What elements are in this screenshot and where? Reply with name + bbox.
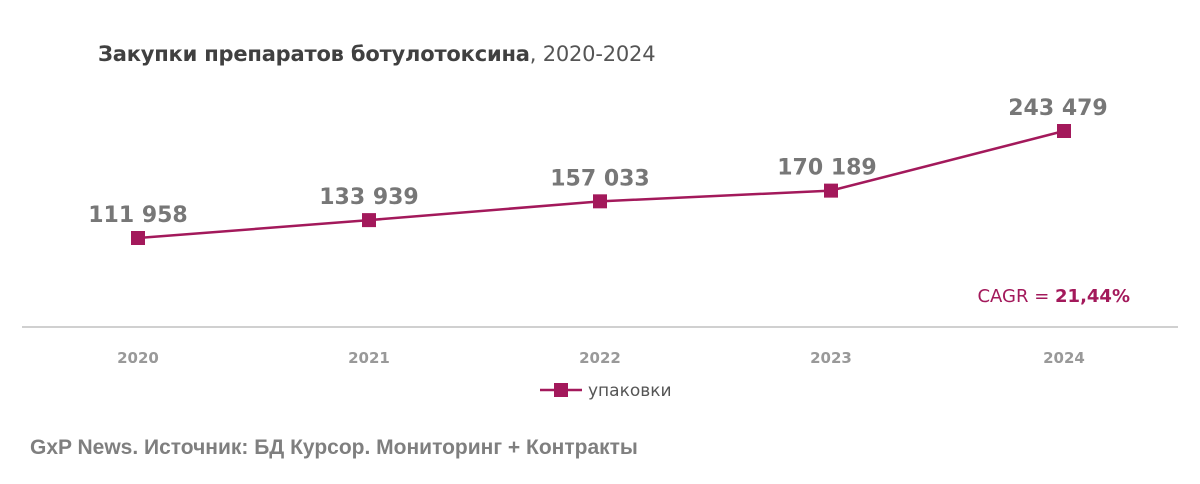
data-label-2022: 157 033 [550, 166, 650, 191]
x-tick-2022: 2022 [579, 349, 621, 367]
chart-title-years: , 2020-2024 [529, 42, 656, 66]
data-markers [131, 124, 1071, 245]
data-label-2021: 133 939 [319, 185, 419, 210]
data-point-marker-2020 [131, 231, 145, 245]
data-label-2023: 170 189 [777, 156, 877, 181]
data-point-marker-2021 [362, 213, 376, 228]
data-point-marker-2022 [593, 194, 607, 209]
cagr-annotation: CAGR = 21,44% [977, 286, 1130, 307]
chart-title: Закупки препаратов ботулотоксина, 2020-2… [98, 42, 656, 66]
legend: упаковки [540, 381, 672, 401]
data-label-2020: 111 958 [88, 203, 188, 228]
x-tick-2021: 2021 [348, 349, 390, 367]
data-point-marker-2023 [824, 183, 838, 198]
legend-square-marker-icon [554, 383, 568, 397]
x-tick-2024: 2024 [1043, 349, 1085, 367]
x-tick-2020: 2020 [117, 349, 159, 367]
x-tick-2023: 2023 [810, 349, 852, 367]
legend-label: упаковки [588, 381, 672, 401]
chart-title-main: Закупки препаратов ботулотоксина [98, 42, 530, 66]
data-label-2024: 243 479 [1008, 96, 1108, 121]
source-caption: GxP News. Источник: БД Курсор. Мониторин… [30, 436, 638, 459]
data-point-marker-2024 [1057, 124, 1071, 138]
data-labels: 111 958 133 939 157 033 170 189 243 479 [88, 96, 1108, 228]
x-axis-ticks: 2020 2021 2022 2023 2024 [117, 349, 1085, 367]
